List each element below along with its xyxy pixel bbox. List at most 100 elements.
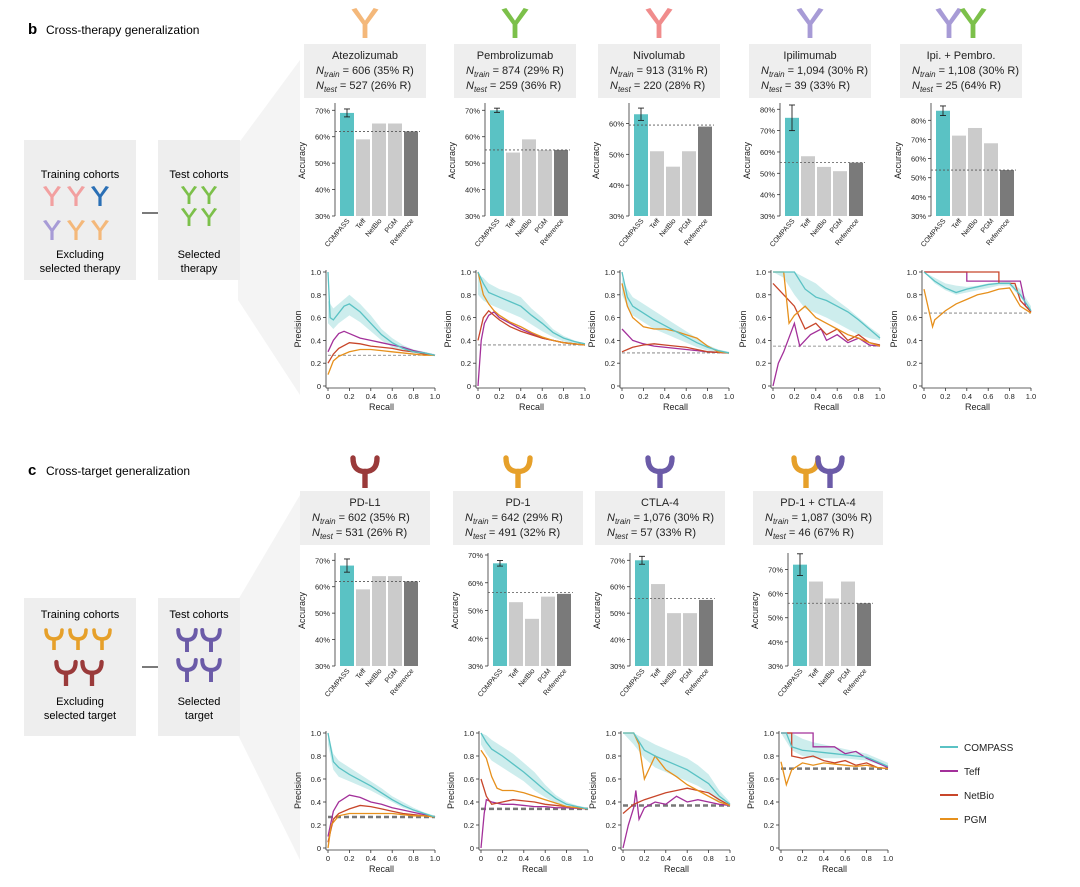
accuracy-bar-teff bbox=[509, 602, 523, 666]
accuracy-y-tick-label: 40% bbox=[315, 636, 330, 645]
compass-confidence-band bbox=[622, 277, 729, 355]
drug-antibody-icon-stem bbox=[803, 471, 809, 488]
test-antibody-icon-stem bbox=[207, 215, 211, 226]
test-antibody-icon-stem bbox=[185, 639, 189, 652]
pr-y-label: Precision bbox=[293, 772, 303, 809]
n-train-value: = 1,094 (30% R) bbox=[785, 65, 868, 77]
training-antibody-icon bbox=[67, 186, 85, 206]
accuracy-x-tick-label: COMPASS bbox=[777, 668, 805, 699]
antibody-orange-icon bbox=[351, 8, 379, 38]
drug-antibody-icon-arm-left bbox=[796, 8, 810, 25]
training-antibody-icon bbox=[67, 220, 85, 240]
training-antibody-icon-stem bbox=[63, 672, 69, 686]
pr-y-tick-label: 1.0 bbox=[461, 268, 471, 277]
accuracy-y-label: Accuracy bbox=[447, 141, 457, 179]
accuracy-bar-pgm bbox=[682, 151, 696, 216]
test-antibody-icon bbox=[176, 628, 198, 652]
drug-antibody-icon-arm-left bbox=[351, 8, 365, 25]
accuracy-bar-reference bbox=[1000, 170, 1014, 216]
pr-x-tick-label: 0.8 bbox=[561, 854, 571, 863]
n-test-value: = 46 (67% R) bbox=[786, 527, 854, 539]
n-test-symbol: N bbox=[466, 80, 474, 92]
pr-x-tick-label: 0.2 bbox=[797, 854, 807, 863]
panel-b-wedge bbox=[238, 60, 300, 395]
test-antibody-icon-arm-left bbox=[200, 208, 209, 218]
pr-line-compass bbox=[480, 732, 589, 810]
pr-y-tick-label: 0 bbox=[317, 382, 321, 391]
n-train-value: = 642 (29% R) bbox=[489, 512, 563, 524]
drug-antibody-icon bbox=[501, 8, 529, 38]
training-antibody-icon-arm-right bbox=[52, 220, 61, 231]
pr-y-tick-label: 0.8 bbox=[606, 752, 616, 761]
drug-header-box bbox=[453, 491, 583, 545]
accuracy-y-tick-label: 50% bbox=[911, 174, 926, 183]
pr-x-tick-label: 0.2 bbox=[639, 854, 649, 863]
pr-y-tick-label: 0.2 bbox=[461, 359, 471, 368]
pr-x-tick-label: 0 bbox=[476, 392, 480, 401]
accuracy-y-tick-label: 40% bbox=[315, 186, 330, 195]
pr-y-tick-label: 0.6 bbox=[461, 314, 471, 323]
compass-confidence-band bbox=[481, 733, 588, 809]
n-train-subscript: train bbox=[773, 517, 789, 526]
accuracy-bar-netbio bbox=[968, 127, 982, 216]
accuracy-bar-teff bbox=[650, 151, 664, 216]
pr-y-tick-label: 0.2 bbox=[756, 359, 766, 368]
accuracy-y-tick-label: 70% bbox=[315, 106, 330, 115]
accuracy-y-tick-label: 60% bbox=[911, 155, 926, 164]
drug-name: PD-L1 bbox=[349, 497, 380, 509]
n-train-subscript: train bbox=[474, 70, 490, 79]
accuracy-bar-teff bbox=[651, 584, 665, 666]
test-antibody-icon-arm-left bbox=[180, 208, 189, 218]
pr-y-tick-label: 1.0 bbox=[606, 729, 616, 738]
accuracy-bar-reference bbox=[557, 593, 571, 666]
pr-x-tick-label: 0.6 bbox=[682, 854, 692, 863]
pr-y-tick-label: 0.8 bbox=[605, 291, 615, 300]
drug-antibody-icon-stem bbox=[362, 471, 368, 488]
n-train-line: Ntrain = 602 (35% R) bbox=[312, 512, 410, 526]
panel-c-training-box bbox=[24, 598, 136, 736]
pr-line-netbio bbox=[480, 778, 589, 810]
drug-antibody-icon-stem bbox=[512, 20, 518, 38]
n-test-value: = 259 (36% R) bbox=[487, 80, 561, 92]
test-antibody-icon-stem bbox=[185, 669, 189, 682]
n-test-value: = 57 (33% R) bbox=[628, 527, 696, 539]
pr-line-compass bbox=[327, 271, 436, 356]
training-antibody-icon-arm-right bbox=[100, 628, 112, 641]
accuracy-x-tick-label: Teff bbox=[505, 218, 518, 231]
drug-antibody-icon-arm-right bbox=[659, 8, 673, 25]
test-antibody-icon-arm-right bbox=[209, 186, 218, 196]
accuracy-x-tick-label: NetBio bbox=[365, 668, 384, 689]
training-antibody-icon-stem bbox=[89, 672, 95, 686]
n-test-value: = 39 (33% R) bbox=[782, 80, 850, 92]
pr-x-tick-label: 1.0 bbox=[1026, 392, 1036, 401]
n-train-subscript: train bbox=[920, 70, 936, 79]
pr-y-tick-label: 0.2 bbox=[606, 821, 616, 830]
pr-line-teff bbox=[480, 798, 589, 849]
n-train-symbol: N bbox=[761, 65, 769, 77]
antibody-darkred-icon bbox=[350, 455, 380, 488]
pr-y-tick-label: 1.0 bbox=[756, 268, 766, 277]
pr-x-tick-label: 0.4 bbox=[661, 854, 671, 863]
accuracy-y-tick-label: 50% bbox=[315, 609, 330, 618]
pr-y-tick-label: 0.8 bbox=[311, 291, 321, 300]
test-antibody-icon-arm-right bbox=[209, 628, 222, 642]
pr-line-netbio bbox=[772, 282, 881, 346]
training-antibody-icon-stem bbox=[50, 228, 54, 240]
accuracy-bar-teff bbox=[801, 156, 815, 216]
pr-x-tick-label: 0.6 bbox=[387, 392, 397, 401]
accuracy-y-tick-label: 50% bbox=[315, 159, 330, 168]
pr-y-label: Precision bbox=[746, 772, 756, 809]
accuracy-bar-teff bbox=[809, 581, 823, 666]
pr-x-tick-label: 1.0 bbox=[875, 392, 885, 401]
pr-y-tick-label: 0.6 bbox=[606, 775, 616, 784]
compass-confidence-band bbox=[773, 272, 880, 341]
drug-antibody-icon bbox=[351, 8, 379, 38]
accuracy-bar-compass bbox=[785, 117, 799, 216]
training-antibody-icon-arm-right bbox=[52, 186, 61, 197]
drug-antibody-icon-stem bbox=[807, 20, 813, 38]
